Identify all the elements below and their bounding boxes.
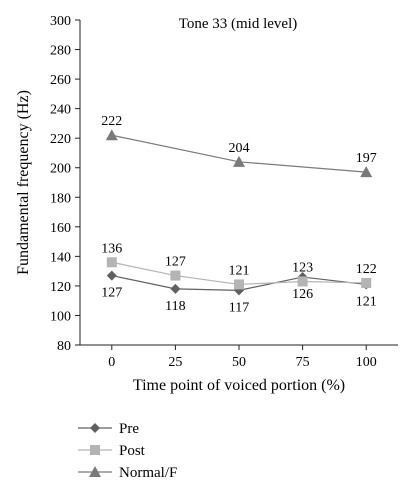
legend-item: Post [78, 443, 146, 459]
chart-title: Tone 33 (mid level) [179, 16, 298, 32]
y-tick-label: 220 [50, 132, 71, 147]
legend-label: Post [119, 443, 146, 459]
data-point [233, 155, 245, 167]
y-tick-label: 140 [50, 250, 71, 265]
series-post: 136 127 121 123 122 [101, 241, 377, 290]
legend: Pre Post Normal/F [78, 421, 177, 481]
data-label: 222 [101, 114, 122, 129]
x-tick-label: 25 [168, 355, 182, 370]
series-pre: 127 118 117 126 121 [101, 270, 377, 315]
data-label: 127 [165, 255, 186, 270]
y-tick-label: 240 [50, 103, 71, 118]
axes [79, 20, 398, 346]
y-tick-label: 260 [50, 73, 71, 88]
data-point [234, 279, 244, 290]
data-label: 197 [356, 151, 377, 166]
y-tick-label: 160 [50, 221, 71, 236]
x-tick-label: 75 [296, 355, 310, 370]
y-tick-label: 80 [57, 339, 71, 354]
legend-marker [90, 445, 100, 455]
legend-item: Normal/F [78, 465, 177, 481]
data-label: 123 [292, 260, 313, 275]
x-tick-label: 0 [108, 355, 115, 370]
data-point [106, 270, 117, 281]
data-label: 118 [165, 299, 185, 314]
data-label: 121 [229, 263, 250, 278]
y-tick-label: 100 [50, 309, 71, 324]
data-point [170, 270, 181, 281]
series-normal-f: 222 204 197 [101, 114, 377, 178]
x-axis-title: Time point of voiced portion (%) [133, 377, 345, 394]
legend-marker [90, 423, 100, 433]
y-ticks: 80 100 120 140 160 180 200 220 240 260 280 300 [50, 14, 80, 354]
x-tick-label: 100 [356, 355, 377, 370]
y-tick-label: 120 [50, 280, 71, 295]
x-ticks: 0 25 50 75 100 [108, 345, 377, 370]
y-axis-title: Fundamental frequency (Hz) [15, 90, 32, 275]
y-tick-label: 200 [50, 162, 71, 177]
legend-marker [89, 466, 101, 477]
data-point [170, 283, 181, 294]
data-label: 136 [101, 241, 122, 256]
y-tick-label: 300 [50, 14, 71, 29]
data-point [361, 277, 372, 288]
legend-label: Pre [119, 421, 139, 437]
data-label: 117 [229, 300, 249, 315]
data-point [105, 129, 118, 141]
data-label: 204 [229, 141, 250, 156]
legend-label: Normal/F [119, 465, 177, 481]
data-point [297, 276, 308, 287]
data-label: 127 [101, 286, 122, 301]
legend-item: Pre [78, 421, 139, 437]
x-tick-label: 50 [232, 355, 246, 370]
y-tick-label: 180 [50, 191, 71, 206]
data-label: 122 [356, 262, 377, 277]
series-layer: 127 118 117 126 121 136 127 121 123 122 222 204 197 [101, 114, 376, 315]
data-point [360, 166, 373, 178]
data-label: 121 [356, 294, 377, 309]
data-label: 126 [292, 287, 313, 302]
y-tick-label: 280 [50, 44, 71, 59]
data-point [106, 257, 117, 268]
